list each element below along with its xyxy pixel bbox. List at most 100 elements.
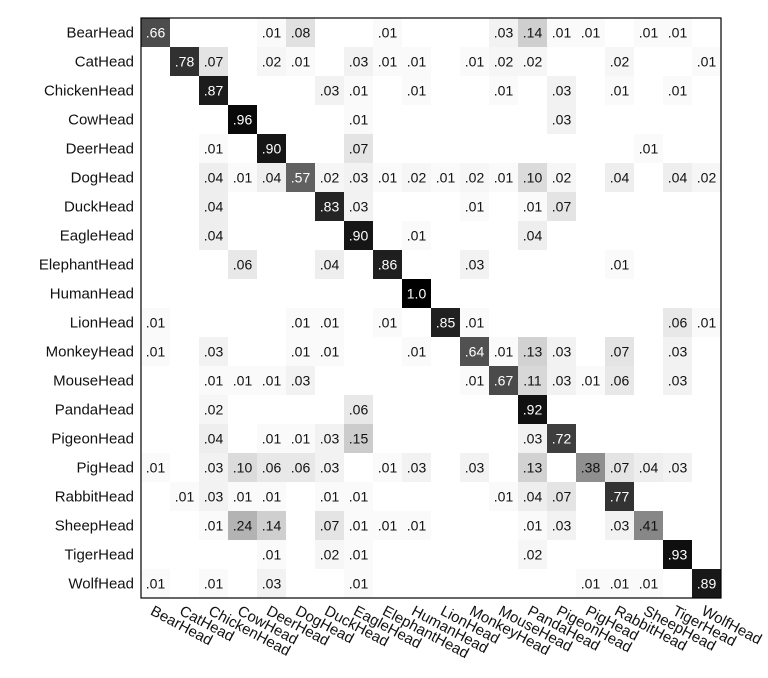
heatmap-cell — [431, 308, 460, 337]
heatmap-cell — [286, 163, 315, 192]
heatmap-cell — [228, 105, 257, 134]
cell-value-label: .01 — [465, 373, 485, 389]
heatmap-cell — [402, 221, 431, 250]
cell-value-label: .02 — [523, 547, 543, 563]
heatmap-cell — [605, 76, 634, 105]
heatmap-cell — [373, 511, 402, 540]
cell-value-label: .01 — [523, 199, 543, 215]
heatmap-cell — [315, 540, 344, 569]
cell-value-label: .03 — [552, 83, 572, 99]
heatmap-cell — [228, 366, 257, 395]
cell-value-label: .01 — [320, 344, 340, 360]
cell-value-label: .04 — [320, 257, 340, 273]
heatmap-cell — [228, 163, 257, 192]
heatmap-cell — [460, 308, 489, 337]
cell-value-label: .86 — [378, 257, 398, 273]
cell-value-label: .57 — [291, 170, 311, 186]
row-labels: BearHead CatHead ChickenHead CowHead DeerHea… — [39, 25, 134, 593]
row-label: HumanHead — [50, 286, 134, 303]
cell-value-label: .87 — [204, 83, 224, 99]
heatmap-cell — [692, 47, 721, 76]
cell-value-label: .07 — [204, 54, 224, 70]
heatmap-cell — [141, 569, 170, 598]
heatmap-cell — [402, 337, 431, 366]
heatmap-cell — [547, 337, 576, 366]
heatmap-cell — [460, 163, 489, 192]
heatmap-cell — [286, 424, 315, 453]
cell-value-label: .02 — [610, 54, 630, 70]
row-label: DogHead — [71, 170, 134, 187]
cell-value-label: .04 — [639, 460, 659, 476]
heatmap-cell — [547, 18, 576, 47]
heatmap-cell — [634, 134, 663, 163]
column-labels: BearHeadCatHeadChickenHeadCowHeadDeerHea… — [148, 603, 765, 663]
heatmap-cell — [344, 76, 373, 105]
heatmap-cell — [373, 163, 402, 192]
cell-value-label: .07 — [552, 199, 572, 215]
cell-value-label: .01 — [291, 54, 311, 70]
heatmap-cell — [141, 337, 170, 366]
heatmap-cell — [518, 540, 547, 569]
cell-value-label: .03 — [552, 518, 572, 534]
heatmap-cell — [199, 163, 228, 192]
cell-value-label: .93 — [668, 547, 688, 563]
cell-value-label: .06 — [291, 460, 311, 476]
heatmap-cell — [257, 47, 286, 76]
cell-value-label: .01 — [465, 315, 485, 331]
heatmap-cell — [547, 76, 576, 105]
heatmap-cell — [692, 163, 721, 192]
heatmap-cell — [576, 453, 605, 482]
cell-value-label: .03 — [668, 373, 688, 389]
cell-value-label: .03 — [349, 199, 369, 215]
row-label: DuckHead — [64, 199, 134, 216]
heatmap-cell — [373, 453, 402, 482]
cell-value-label: .01 — [697, 315, 717, 331]
cell-value-label: .01 — [639, 25, 659, 41]
cell-value-label: .01 — [320, 489, 340, 505]
cell-value-label: .01 — [407, 344, 427, 360]
cell-value-label: .01 — [262, 547, 282, 563]
cell-value-label: .01 — [581, 576, 601, 592]
heatmap-cell — [315, 511, 344, 540]
cell-value-label: .01 — [378, 315, 398, 331]
heatmap-cell — [170, 47, 199, 76]
cell-value-label: .04 — [262, 170, 282, 186]
cell-value-label: .01 — [204, 518, 224, 534]
cell-value-label: .03 — [204, 460, 224, 476]
row-label: ElephantHead — [39, 257, 134, 274]
cell-value-label: .01 — [233, 170, 253, 186]
cell-value-label: .01 — [465, 199, 485, 215]
cell-value-label: .01 — [146, 460, 166, 476]
cell-value-label: .01 — [291, 315, 311, 331]
cell-value-label: .01 — [494, 170, 514, 186]
heatmap-cell — [518, 511, 547, 540]
heatmap-cell — [228, 453, 257, 482]
cell-value-label: .03 — [320, 460, 340, 476]
cell-value-label: .01 — [349, 547, 369, 563]
heatmap-cell — [634, 453, 663, 482]
heatmap-cell — [547, 424, 576, 453]
plot-frame — [140, 17, 722, 599]
cell-value-label: .01 — [523, 518, 543, 534]
heatmap-cell — [286, 18, 315, 47]
heatmap-cell — [344, 192, 373, 221]
heatmap-cell — [489, 18, 518, 47]
cell-value-label: .01 — [407, 83, 427, 99]
heatmap-cell — [547, 366, 576, 395]
heatmap-cell — [199, 221, 228, 250]
cell-value-label: .01 — [436, 170, 456, 186]
row-label: SheepHead — [55, 518, 134, 535]
cell-value-label: .01 — [610, 257, 630, 273]
cell-value-label: .03 — [465, 460, 485, 476]
heatmap-cell — [489, 47, 518, 76]
cell-value-label: .64 — [465, 344, 485, 360]
heatmap-cell — [460, 453, 489, 482]
cell-value-label: .01 — [378, 518, 398, 534]
heatmap-cell — [663, 163, 692, 192]
heatmap-cell — [547, 511, 576, 540]
cell-value-label: .38 — [581, 460, 601, 476]
cell-value-label: .01 — [639, 141, 659, 157]
cell-value-label: .03 — [407, 460, 427, 476]
heatmap-cell — [257, 163, 286, 192]
heatmap-cell — [663, 308, 692, 337]
